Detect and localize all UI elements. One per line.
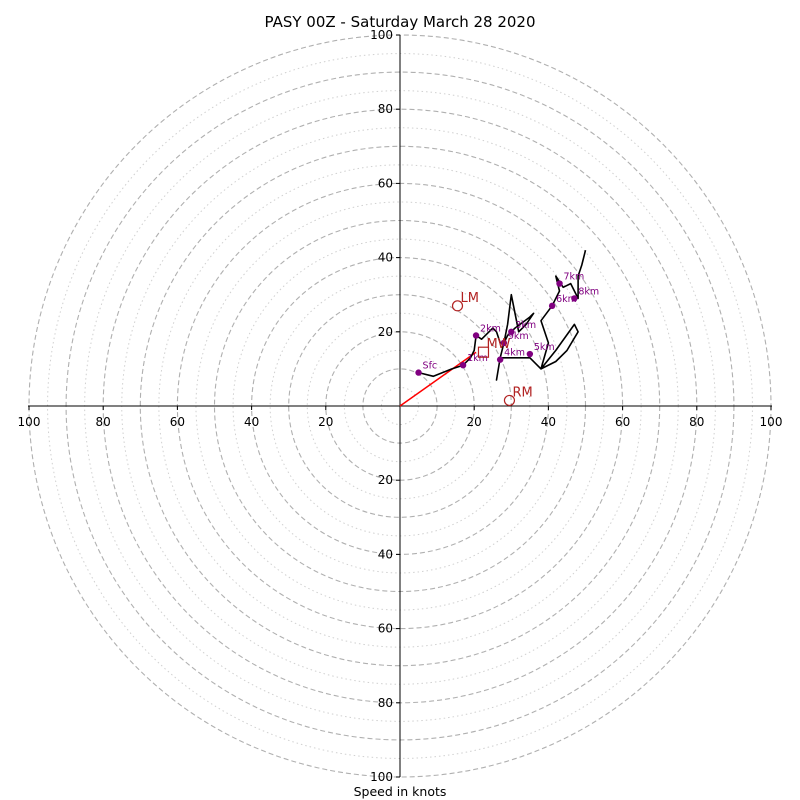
x-tick-label: 40 [244, 415, 259, 429]
x-tick-label: 60 [170, 415, 185, 429]
storm-motion-marker [503, 394, 516, 407]
storm-motion-label: LM [461, 291, 479, 306]
y-tick-label: 80 [378, 696, 393, 710]
y-tick-label: 100 [370, 770, 393, 784]
y-tick-label: 20 [378, 325, 393, 339]
x-tick-label: 80 [96, 415, 111, 429]
x-tick-label: 60 [615, 415, 630, 429]
y-tick-label: 60 [378, 176, 393, 190]
y-tick-label: 60 [378, 622, 393, 636]
y-tick-label: 40 [378, 547, 393, 561]
height-marker-dot [556, 280, 563, 287]
x-tick-label: 20 [318, 415, 333, 429]
height-marker-label: 6km [556, 294, 577, 305]
height-marker-label: 5km [534, 342, 555, 353]
x-tick-label: 100 [760, 415, 783, 429]
storm-motion-label: MW [486, 337, 510, 352]
height-marker-dot [459, 361, 467, 369]
height-marker-dot [496, 356, 504, 363]
tick-labels: 20 20 20 20 40 40 40 40 60 60 60 60 80 80 80 80 100 100 10… [18, 28, 783, 784]
storm-motion-label: RM [512, 385, 532, 400]
height-marker-label: 7km [564, 272, 585, 283]
y-tick-label: 100 [370, 28, 393, 42]
height-marker-label: 1km [467, 353, 488, 364]
height-marker-dot [472, 332, 480, 339]
height-marker-dot [508, 328, 515, 335]
height-marker-label: 3km [515, 320, 536, 331]
x-tick-label: 40 [541, 415, 556, 429]
mean-wind-vector-group [399, 351, 477, 407]
height-marker-label: 4km [504, 348, 525, 359]
height-marker-label: 9km [508, 331, 529, 342]
height-marker-dot [526, 350, 534, 358]
x-tick-label: 20 [467, 415, 482, 429]
height-marker-dot [548, 302, 556, 310]
height-marker-label: 2km [480, 324, 501, 335]
storm-motion-markers: LM RM MW [451, 291, 533, 407]
height-markers: Sfc 1km 2km 3km 4km 5km 6km 7km 8km 9km [415, 272, 599, 376]
y-tick-label: 20 [378, 473, 393, 487]
x-tick-label: 100 [18, 415, 41, 429]
storm-motion-marker [477, 346, 490, 358]
height-marker-label: Sfc [423, 361, 438, 372]
x-tick-label: 80 [689, 415, 704, 429]
x-axis-label: Speed in knots [354, 784, 447, 799]
height-marker-dot [571, 295, 578, 302]
y-tick-label: 40 [378, 251, 393, 265]
y-tick-label: 80 [378, 102, 393, 116]
storm-motion-marker [451, 300, 464, 312]
mean-wind-vector [399, 351, 477, 407]
height-marker-label: 8km [578, 286, 599, 297]
height-marker-dot [500, 339, 508, 347]
height-marker-dot [415, 369, 422, 376]
chart-title: PASY 00Z - Saturday March 28 2020 [265, 13, 536, 31]
